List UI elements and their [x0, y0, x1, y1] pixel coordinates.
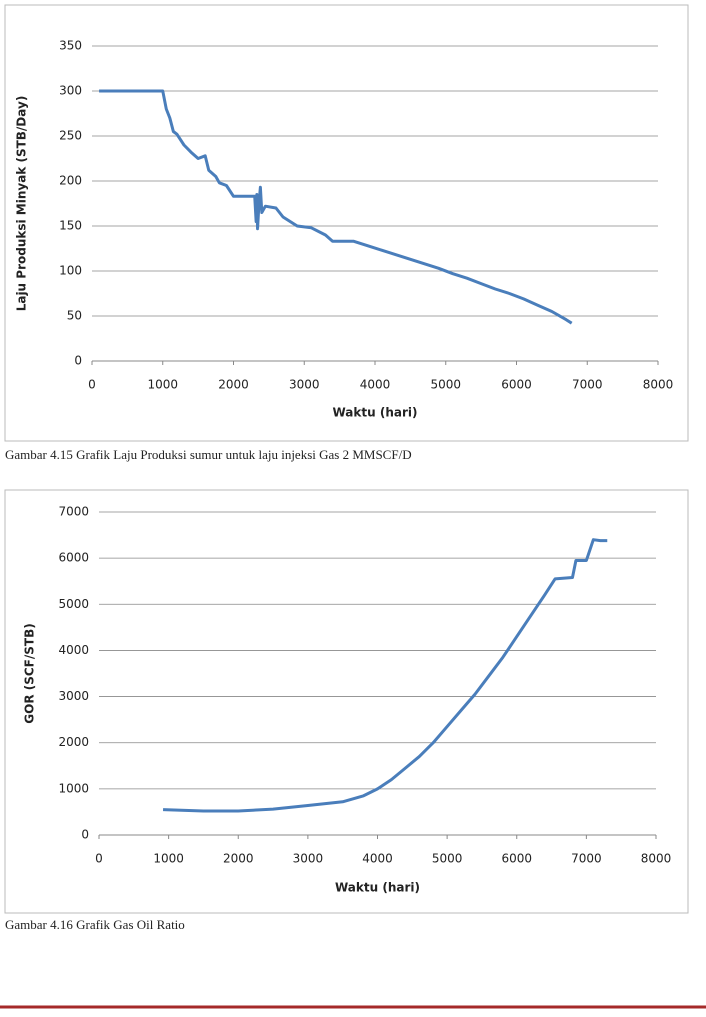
x-axis-title: Waktu (hari) — [335, 881, 420, 895]
y-tick-label: 1000 — [58, 781, 89, 795]
y-axis-title: Laju Produksi Minyak (STB/Day) — [15, 96, 29, 312]
x-tick-label: 4000 — [360, 378, 391, 392]
y-tick-label: 2000 — [58, 735, 89, 749]
y-tick-label: 0 — [81, 828, 89, 842]
y-tick-label: 200 — [59, 174, 82, 188]
figure-caption: Gambar 4.16 Grafik Gas Oil Ratio — [5, 917, 185, 932]
y-tick-label: 250 — [59, 129, 82, 143]
figure-caption: Gambar 4.15 Grafik Laju Produksi sumur u… — [5, 447, 412, 462]
chart-frame — [4, 489, 689, 914]
x-tick-label: 6000 — [501, 378, 532, 392]
data-line — [99, 89, 573, 325]
x-tick-label: 8000 — [643, 378, 674, 392]
x-tick-label: 4000 — [362, 852, 393, 866]
x-tick-label: 7000 — [571, 852, 602, 866]
y-tick-label: 0 — [74, 354, 82, 368]
y-tick-label: 5000 — [58, 597, 89, 611]
y-tick-label: 6000 — [58, 551, 89, 565]
y-tick-label: 50 — [67, 309, 82, 323]
y-tick-label: 7000 — [58, 505, 89, 519]
chart-frame — [4, 4, 689, 442]
x-tick-label: 5000 — [430, 378, 461, 392]
y-axis-title: GOR (SCF/STB) — [23, 623, 37, 723]
x-tick-label: 1000 — [147, 378, 178, 392]
x-tick-label: 2000 — [223, 852, 254, 866]
x-axis-title: Waktu (hari) — [333, 406, 418, 420]
x-tick-label: 2000 — [218, 378, 249, 392]
y-tick-label: 350 — [59, 39, 82, 53]
x-tick-label: 6000 — [501, 852, 532, 866]
x-tick-label: 7000 — [572, 378, 603, 392]
data-line — [163, 538, 608, 813]
x-tick-label: 0 — [88, 378, 96, 392]
y-tick-label: 3000 — [58, 689, 89, 703]
y-tick-label: 300 — [59, 84, 82, 98]
x-tick-label: 5000 — [432, 852, 463, 866]
x-tick-label: 8000 — [641, 852, 672, 866]
x-tick-label: 0 — [95, 852, 103, 866]
x-tick-label: 3000 — [289, 378, 320, 392]
x-tick-label: 3000 — [293, 852, 324, 866]
x-tick-label: 1000 — [153, 852, 184, 866]
y-tick-label: 150 — [59, 219, 82, 233]
y-tick-label: 4000 — [58, 643, 89, 657]
y-tick-label: 100 — [59, 264, 82, 278]
